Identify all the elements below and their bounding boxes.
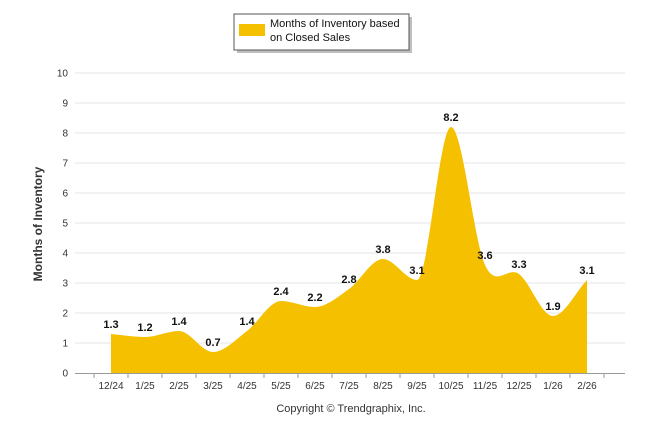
data-label: 3.8 bbox=[375, 244, 390, 256]
x-tick-label: 8/25 bbox=[373, 381, 393, 392]
data-label: 2.2 bbox=[307, 292, 322, 304]
legend-label-line2: on Closed Sales bbox=[270, 32, 351, 44]
gridlines bbox=[75, 72, 625, 344]
data-label: 3.6 bbox=[477, 250, 492, 262]
legend-label-line1: Months of Inventory based bbox=[270, 18, 400, 30]
x-tick-label: 9/25 bbox=[407, 381, 427, 392]
y-tick-label: 2 bbox=[62, 309, 68, 320]
x-tick-label: 7/25 bbox=[339, 381, 359, 392]
y-tick-label: 7 bbox=[62, 159, 68, 170]
data-label: 0.7 bbox=[205, 337, 220, 349]
data-label: 8.2 bbox=[443, 112, 458, 124]
x-tick-label: 1/25 bbox=[135, 381, 155, 392]
y-axis-ticks: 0 1 2 3 4 5 6 7 8 9 10 bbox=[57, 69, 69, 380]
y-tick-label: 3 bbox=[62, 279, 68, 290]
data-label: 2.4 bbox=[273, 286, 289, 298]
data-label: 1.4 bbox=[239, 316, 255, 328]
x-tick-label: 10/25 bbox=[438, 381, 463, 392]
series-area bbox=[111, 127, 587, 373]
y-tick-label: 9 bbox=[62, 99, 68, 110]
x-tick-label: 12/25 bbox=[506, 381, 531, 392]
y-tick-label: 8 bbox=[62, 129, 68, 140]
x-tick-label: 1/26 bbox=[543, 381, 563, 392]
data-label: 3.3 bbox=[511, 259, 526, 271]
x-tick-label: 5/25 bbox=[271, 381, 291, 392]
y-tick-label: 4 bbox=[62, 249, 68, 260]
x-tick-label: 3/25 bbox=[203, 381, 223, 392]
x-tick-label: 2/25 bbox=[169, 381, 189, 392]
data-label: 1.9 bbox=[545, 301, 560, 313]
data-labels: 1.3 1.2 1.4 0.7 1.4 2.4 2.2 2.8 3.8 3.1 8.2 3.6 3.3 1… bbox=[103, 112, 594, 349]
copyright-text: Copyright © Trendgraphix, Inc. bbox=[276, 403, 425, 415]
x-tick-label: 12/24 bbox=[98, 381, 123, 392]
data-label: 3.1 bbox=[579, 265, 594, 277]
y-tick-label: 5 bbox=[62, 219, 68, 230]
data-label: 3.1 bbox=[409, 265, 424, 277]
x-tick-label: 11/25 bbox=[473, 381, 498, 392]
data-label: 1.4 bbox=[171, 316, 187, 328]
y-tick-label: 10 bbox=[57, 69, 69, 80]
x-tick-label: 6/25 bbox=[305, 381, 325, 392]
x-tick-label: 2/26 bbox=[577, 381, 597, 392]
data-label: 1.3 bbox=[103, 319, 118, 331]
y-axis-label: Months of Inventory bbox=[31, 166, 45, 281]
data-label: 2.8 bbox=[341, 274, 356, 286]
y-tick-label: 0 bbox=[62, 369, 68, 380]
data-label: 1.2 bbox=[137, 322, 152, 334]
legend-swatch bbox=[239, 24, 265, 36]
legend: Months of Inventory based on Closed Sale… bbox=[233, 13, 412, 53]
y-tick-label: 6 bbox=[62, 189, 68, 200]
y-tick-label: 1 bbox=[62, 339, 68, 350]
x-tick-label: 4/25 bbox=[237, 381, 257, 392]
x-axis-ticks: 12/24 1/25 2/25 3/25 4/25 5/25 6/25 7/25 8/25 9/2… bbox=[93, 373, 605, 392]
